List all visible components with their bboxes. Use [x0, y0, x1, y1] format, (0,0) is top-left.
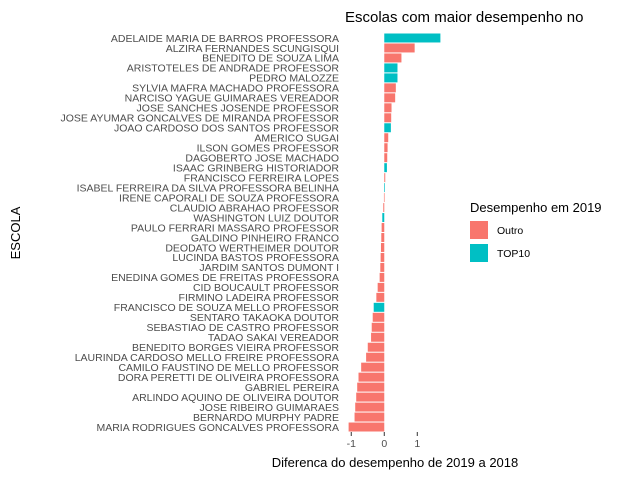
bar: [355, 402, 385, 412]
bar: [384, 33, 441, 43]
category-label: ILSON GOMES PROFESSOR: [197, 143, 340, 155]
bar: [384, 153, 388, 163]
x-axis-title: Diferenca do desempenho de 2019 a 2018: [272, 455, 518, 470]
category-label: JARDIM SANTOS DUMONT I: [199, 262, 339, 274]
bar: [348, 422, 385, 432]
category-label: BENEDITO DE SOUZA LIMA: [202, 53, 339, 65]
category-label: PAULO FERRARI MASSARO PROFESSOR: [131, 222, 340, 234]
category-label: JOSE RIBEIRO GUIMARAES: [200, 402, 339, 414]
bar: [379, 272, 385, 282]
x-tick-label: 0: [381, 438, 387, 450]
bar: [373, 302, 385, 312]
legend-items: Outro TOP10: [470, 221, 530, 262]
bar: [384, 63, 398, 73]
legend-title: Desempenho em 2019: [470, 200, 602, 215]
category-label: LUCINDA BASTOS PROFESSORA: [172, 252, 339, 264]
category-label: DORA PERETTI DE OLIVEIRA PROFESSORA: [118, 372, 339, 384]
bar: [384, 143, 388, 153]
category-label: JOSE AYUMAR GONCALVES DE MIRANDA PROFESS…: [60, 113, 339, 125]
category-label: CID BOUCAULT PROFESSOR: [193, 282, 339, 294]
category-label: ENEDINA GOMES DE FREITAS PROFESSORA: [111, 272, 339, 284]
category-label: FIRMINO LADEIRA PROFESSOR: [179, 292, 340, 304]
bar: [380, 262, 385, 272]
category-label: ARISTOTELES DE ANDRADE PROFESSOR: [127, 63, 340, 75]
bar: [358, 372, 385, 382]
category-label: NARCISO YAGUE GUIMARAES VEREADOR: [125, 93, 340, 105]
legend: Desempenho em 2019 Outro TOP10: [470, 200, 602, 262]
bar: [376, 292, 385, 302]
bars-group: [348, 33, 441, 432]
chart-title: Escolas com maior desempenho no: [345, 9, 583, 26]
legend-swatch: [470, 244, 488, 262]
bar: [366, 352, 385, 362]
x-tick-label: -1: [347, 438, 356, 450]
bar: [384, 103, 392, 113]
bar: [371, 322, 385, 332]
bar: [384, 113, 392, 123]
bar: [384, 83, 396, 93]
category-label: LAURINDA CARDOSO MELLO FREIRE PROFESSORA: [75, 352, 339, 364]
category-label: BENEDITO BORGES VIEIRA PROFESSOR: [132, 342, 339, 354]
bar: [384, 173, 386, 183]
category-label: ADELAIDE MARIA DE BARROS PROFESSORA: [111, 33, 339, 45]
category-label: JOAO CARDOSO DOS SANTOS PROFESSOR: [114, 123, 339, 135]
category-label: GABRIEL PEREIRA: [245, 382, 339, 394]
bar: [380, 242, 385, 252]
bar: [383, 193, 385, 203]
category-label: FRANCISCO DE SOUZA MELLO PROFESSOR: [114, 302, 340, 314]
bar: [381, 232, 385, 242]
category-label: CAMILO FAUSTINO DE MELLO PROFESSOR: [118, 362, 339, 374]
bar: [384, 43, 415, 53]
bar: [382, 213, 385, 223]
category-labels-group: ADELAIDE MARIA DE BARROS PROFESSORAALZIR…: [60, 33, 339, 434]
bar: [384, 133, 389, 143]
bar: [367, 342, 385, 352]
category-label: DAGOBERTO JOSE MACHADO: [185, 152, 339, 164]
legend-swatch: [470, 221, 488, 239]
category-label: GALDINO PINHEIRO FRANCO: [191, 232, 339, 244]
bar: [381, 223, 385, 233]
bar: [383, 203, 385, 213]
category-label: BERNARDO MURPHY PADRE: [193, 412, 339, 424]
bar: [384, 123, 391, 133]
category-label: JOSE SANCHES JOSENDE PROFESSOR: [137, 103, 340, 115]
bar: [361, 362, 385, 372]
category-label: DEODATO WERTHEIMER DOUTOR: [165, 242, 339, 254]
bar: [384, 183, 385, 193]
category-label: WASHINGTON LUIZ DOUTOR: [193, 212, 339, 224]
category-label: SENTARO TAKAOKA DOUTOR: [190, 312, 340, 324]
bar: [357, 382, 385, 392]
bar: [384, 53, 402, 63]
category-label: SEBASTIAO DE CASTRO PROFESSOR: [146, 322, 339, 334]
y-axis-title: ESCOLA: [8, 206, 23, 259]
bar: [384, 163, 387, 173]
category-label: TADAO SAKAI VEREADOR: [208, 332, 340, 344]
category-label: ISAAC GRINBERG HISTORIADOR: [173, 162, 339, 174]
bar: [372, 312, 385, 322]
category-label: SYLVIA MAFRA MACHADO PROFESSORA: [132, 83, 339, 95]
bar: [377, 282, 385, 292]
bar: [380, 252, 385, 262]
bar: [371, 332, 385, 342]
category-label: IRENE CAPORALI DE SOUZA PROFESSORA: [119, 192, 339, 204]
legend-label: Outro: [497, 225, 523, 237]
bar: [384, 73, 398, 83]
bar: [354, 412, 385, 422]
category-label: CLAUDIO ABRAHAO PROFESSOR: [170, 202, 340, 214]
x-tick-label: 1: [414, 438, 420, 450]
x-axis: -1 0 1: [347, 432, 420, 450]
category-label: FRANCISCO FERREIRA LOPES: [184, 172, 339, 184]
bar: [356, 392, 385, 402]
category-label: ISABEL FERREIRA DA SILVA PROFESSORA BELI…: [77, 182, 339, 194]
category-label: AMERICO SUGAI: [254, 133, 339, 145]
legend-label: TOP10: [497, 248, 530, 260]
category-label: MARIA RODRIGUES GONCALVES PROFESSORA: [96, 422, 339, 434]
category-label: ALZIRA FERNANDES SCUNGISQUI: [166, 43, 339, 55]
category-label: PEDRO MALOZZE: [249, 73, 339, 85]
bar: [384, 93, 396, 103]
category-label: ARLINDO AQUINO DE OLIVEIRA DOUTOR: [132, 392, 339, 404]
